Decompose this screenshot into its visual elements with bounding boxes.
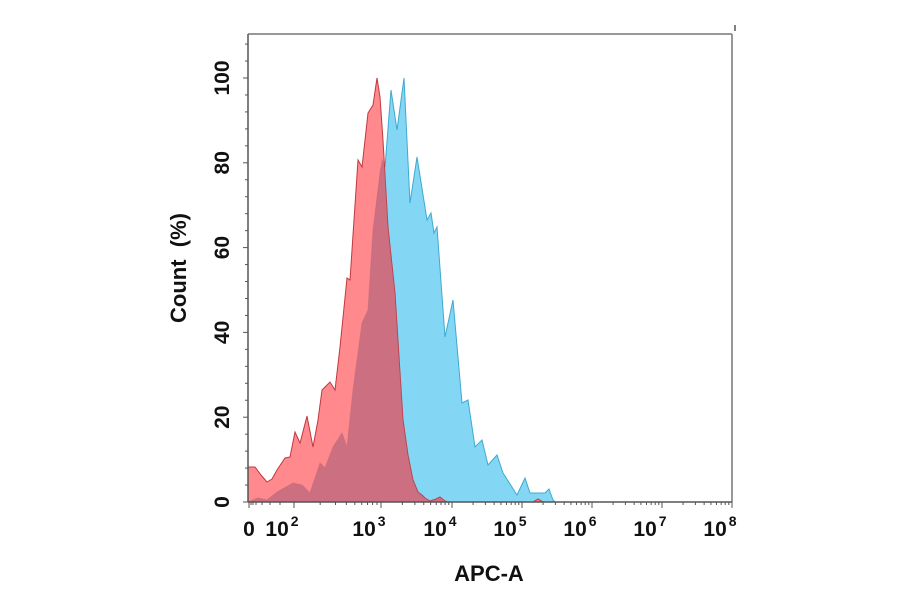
y-tick-label: 60 <box>211 236 234 259</box>
x-tick-label: 10 3 <box>352 513 385 541</box>
x-tick-label: 10 5 <box>493 513 526 541</box>
x-tick-label: 10 8 <box>703 513 736 541</box>
y-axis-tick-labels: 0 20 40 60 80 100 <box>211 60 234 507</box>
y-tick-label: 20 <box>211 406 234 429</box>
series-overlap-area <box>248 160 448 502</box>
y-tick-label: 100 <box>211 60 234 95</box>
y-tick-label: 80 <box>211 151 234 174</box>
x-axis-ticks <box>248 502 733 508</box>
x-tick-label: 10 7 <box>633 513 666 541</box>
x-axis-tick-labels: 0 10 2 10 3 10 4 10 5 10 6 10 7 10 8 <box>243 513 737 541</box>
y-axis-ticks <box>243 43 248 503</box>
x-axis-title: APC-A <box>454 561 524 586</box>
x-tick-label: 10 4 <box>423 513 456 541</box>
y-axis-title: Count (%) <box>166 213 191 323</box>
x-tick-label: 10 6 <box>563 513 596 541</box>
y-tick-label: 0 <box>211 496 234 508</box>
x-tick-label: 0 <box>243 518 255 541</box>
x-tick-label: 10 2 <box>265 513 298 541</box>
y-tick-label: 40 <box>211 321 234 344</box>
